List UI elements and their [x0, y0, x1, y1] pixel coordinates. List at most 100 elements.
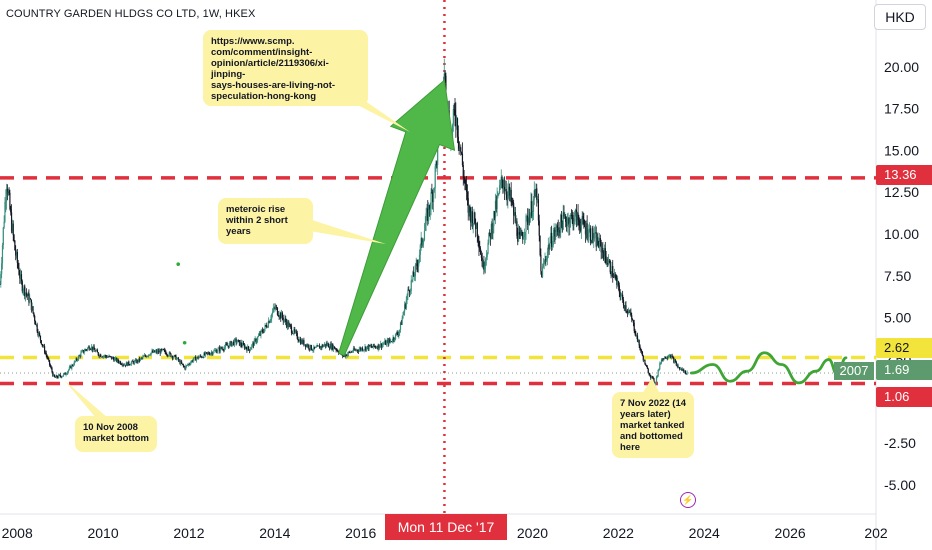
candle-body: [672, 356, 674, 359]
candle-body: [217, 348, 219, 352]
candle-body: [230, 341, 232, 347]
candle-body: [564, 216, 566, 217]
candle-body: [134, 359, 137, 361]
bottom-2022-note[interactable]: 7 Nov 2022 (14 years later) market tanke…: [612, 392, 694, 458]
candle-body: [320, 346, 322, 348]
candle-body: [1, 263, 3, 275]
candle-body: [322, 344, 324, 347]
candle-body: [304, 344, 307, 347]
candle-body: [247, 346, 249, 351]
candle-body: [92, 346, 94, 351]
candle-body: [251, 344, 253, 348]
candle-body: [167, 354, 169, 356]
candle-body: [638, 339, 640, 346]
candle-body: [417, 265, 419, 267]
candle-body: [359, 348, 361, 350]
candle-body: [18, 267, 20, 275]
candle-body: [436, 161, 438, 165]
candle-body: [84, 349, 86, 352]
candle-body: [383, 343, 385, 345]
candle-body: [536, 199, 539, 201]
candle-body: [139, 358, 141, 361]
candle-body: [177, 357, 179, 361]
rise-note[interactable]: meteroic rise within 2 short years: [218, 198, 313, 244]
candle-body: [226, 344, 228, 346]
candle-body: [431, 192, 433, 194]
candle-body: [416, 263, 418, 266]
candle-body: [634, 330, 636, 334]
candle-body: [508, 186, 511, 197]
candle-body: [99, 354, 101, 357]
candle-body: [551, 244, 554, 247]
currency-button[interactable]: HKD: [874, 4, 926, 30]
candle-body: [327, 343, 329, 346]
candle-body: [546, 251, 549, 260]
candle-body: [547, 245, 549, 252]
flash-icon[interactable]: ⚡: [680, 492, 696, 508]
candle-body: [180, 361, 182, 365]
candle-body: [658, 368, 660, 370]
candle-body: [220, 347, 222, 349]
candle-body: [430, 192, 432, 209]
candle-body: [231, 343, 233, 347]
candle-body: [660, 359, 663, 364]
candle-body: [311, 349, 313, 351]
candle-body: [130, 362, 132, 365]
candle-body: [660, 363, 662, 364]
candle-body: [524, 231, 526, 237]
url-note[interactable]: https://www.scmp. com/comment/insight- o…: [203, 30, 368, 106]
candle-body: [95, 350, 97, 352]
candle-body: [635, 333, 637, 337]
candle-body: [208, 352, 210, 355]
candle-body: [313, 346, 315, 351]
candle-body: [498, 193, 500, 194]
candle-body: [608, 260, 611, 262]
x-tick-label: 2020: [517, 525, 548, 541]
candle-body: [58, 374, 61, 376]
candle-body: [653, 378, 655, 384]
candle-body: [154, 351, 156, 353]
candle-body: [122, 364, 124, 366]
candle-body: [550, 232, 552, 242]
y-tick-label: 17.50: [884, 101, 919, 117]
candle-body: [24, 286, 26, 297]
bottom-2008-note[interactable]: 10 Nov 2008 market bottom: [75, 416, 157, 452]
candle-body: [452, 109, 454, 125]
candle-body: [262, 330, 264, 332]
candle-body: [300, 340, 303, 344]
candle-body: [579, 221, 581, 228]
candle-body: [565, 221, 568, 227]
candle-body: [86, 349, 88, 351]
candle-body: [612, 277, 615, 278]
candle-body: [630, 312, 632, 316]
candle-body: [636, 335, 639, 342]
candle-body: [257, 335, 260, 337]
candle-body: [574, 212, 576, 222]
candle-body: [48, 358, 50, 361]
candle-body: [599, 238, 601, 242]
candle-body: [427, 208, 429, 221]
candle-body: [530, 201, 532, 214]
candle-body: [287, 321, 289, 327]
candle-body: [353, 348, 355, 351]
candle-body: [389, 340, 392, 342]
candle-body: [135, 359, 137, 363]
candle-body: [17, 262, 19, 268]
candle-body: [473, 212, 475, 224]
candle-body: [355, 349, 357, 351]
candle-body: [425, 213, 427, 225]
candle-body: [531, 201, 533, 217]
candle-body: [3, 221, 5, 228]
candle-body: [537, 199, 540, 221]
candle-body: [492, 226, 494, 234]
candle-body: [70, 365, 72, 369]
candle-body: [312, 350, 314, 352]
candle-body: [474, 212, 476, 223]
candle-body: [408, 290, 411, 293]
candle-body: [76, 358, 78, 361]
candle-body: [509, 189, 511, 197]
candle-body: [264, 325, 266, 329]
candle-body: [529, 213, 531, 223]
candle-body: [119, 361, 121, 363]
